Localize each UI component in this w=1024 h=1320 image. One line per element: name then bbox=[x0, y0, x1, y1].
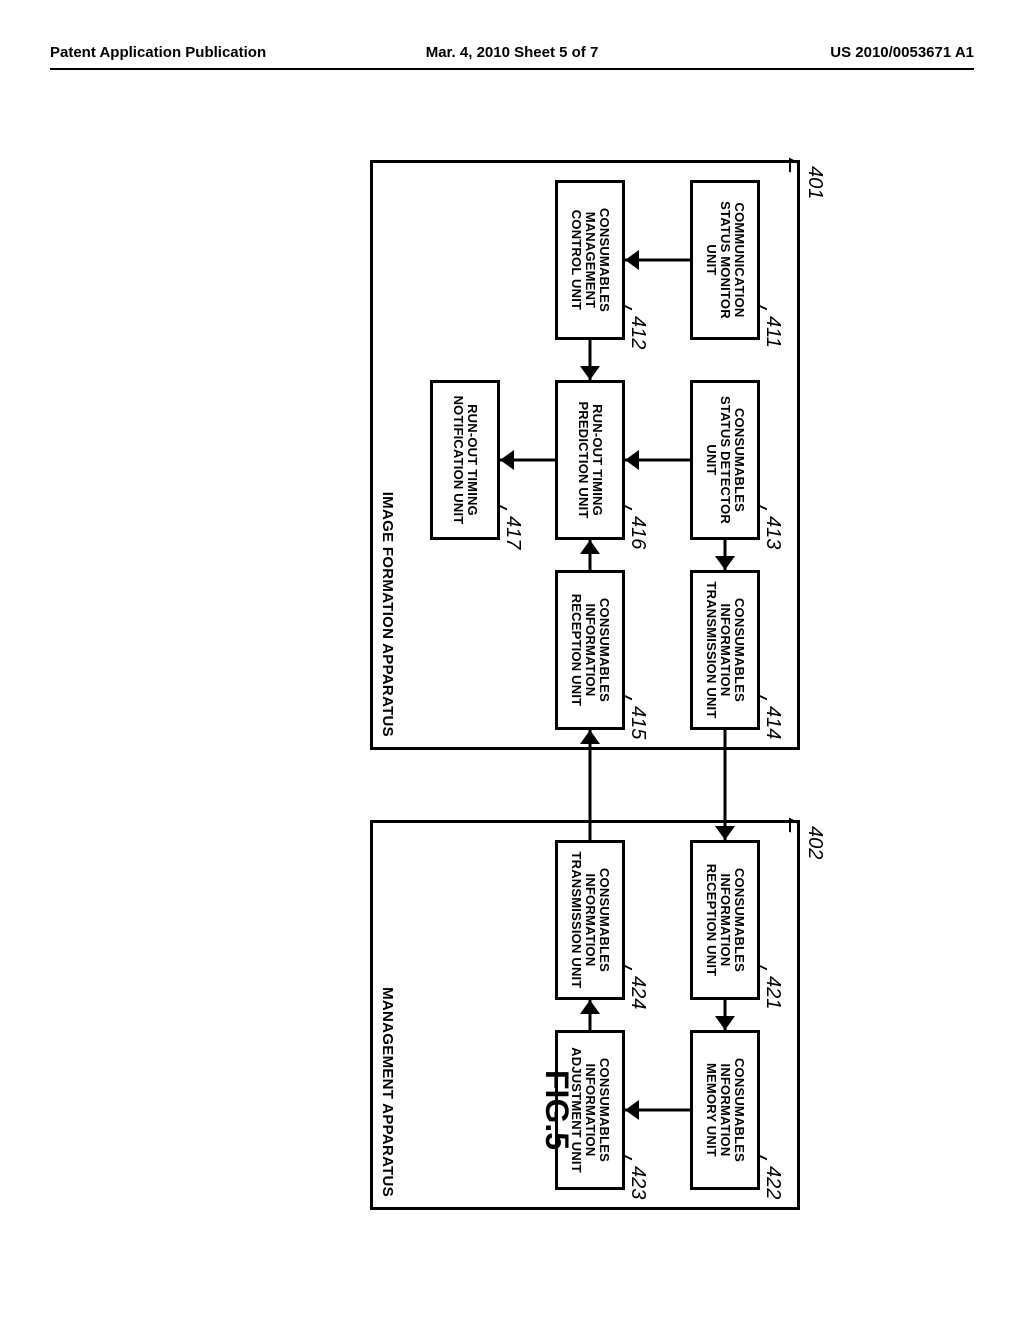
diagram-rotated-wrap: IMAGE FORMATION APPARATUS 401 MANAGEMENT… bbox=[190, 160, 830, 1210]
figure-label: FIG.5 bbox=[538, 1070, 575, 1150]
header-mid: Mar. 4, 2010 Sheet 5 of 7 bbox=[426, 44, 599, 61]
arrows-layer bbox=[190, 160, 830, 1210]
page-header: Patent Application Publication Mar. 4, 2… bbox=[50, 40, 974, 70]
block-diagram: IMAGE FORMATION APPARATUS 401 MANAGEMENT… bbox=[190, 160, 830, 1210]
header-left: Patent Application Publication bbox=[50, 44, 266, 61]
header-right: US 2010/0053671 A1 bbox=[830, 44, 974, 61]
